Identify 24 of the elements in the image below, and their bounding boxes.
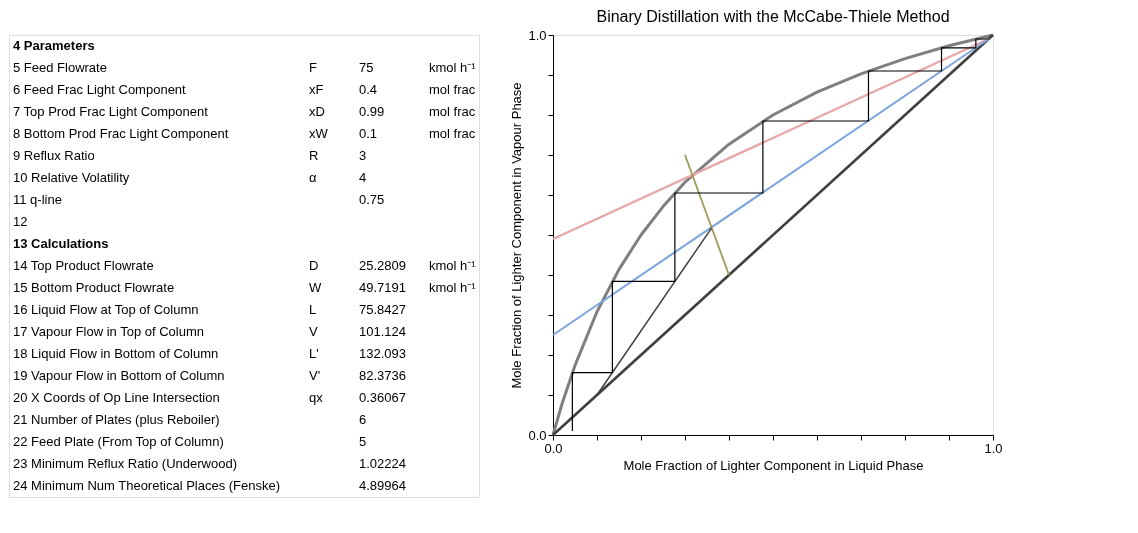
text: 4 Parameters [13,38,95,53]
y-axis-title: Mole Fraction of Lighter Component in Vapour Phase [509,82,525,389]
text: 16 Liquid Flow at Top of Column L 75.8427 [13,302,406,317]
text: 19 Vapour Flow in Bottom of Column V' 82.3736 [13,368,406,383]
text: 6 Feed Frac Light Component xF 0.4 mol frac [13,82,476,97]
text: 15 Bottom Product Flowrate W 49.7191 kmol h⁻¹ [13,280,476,295]
text: 20 X Coords of Op Line Intersection qx 0.36067 [13,390,406,405]
text: 7 Top Prod Frac Light Component xD 0.99 mol frac [13,104,476,119]
text: 13 Calculations [13,236,109,251]
text: 24 Minimum Num Theoretical Places (Fenske) 4.89964 [13,478,406,493]
text: 10 Relative Volatility α 4 [13,170,367,185]
text: 18 Liquid Flow in Bottom of Column L' 132.093 [13,346,406,361]
chart-title: Binary Distillation with the McCabe-Thiele Method [596,8,950,25]
text: 23 Minimum Reflux Ratio (Underwood) 1.02224 [13,456,406,471]
x-axis-title: Mole Fraction of Lighter Component in Liquid Phase [623,457,924,473]
text: 12 [13,214,28,229]
text: 8 Bottom Prod Frac Light Component xW 0.1 mol frac [13,126,476,141]
text: 22 Feed Plate (From Top of Column) 5 [13,434,367,449]
text: 14 Top Product Flowrate D 25.2809 kmol h⁻¹ [13,258,476,273]
text: 9 Reflux Ratio R 3 [13,148,367,163]
text: 11 q-line 0.75 [13,192,385,207]
text: 17 Vapour Flow in Top of Column V 101.124 [13,324,406,339]
text: 5 Feed Flowrate F 75 kmol h⁻¹ [13,60,476,75]
text: 21 Number of Plates (plus Reboiler) 6 [13,412,367,427]
